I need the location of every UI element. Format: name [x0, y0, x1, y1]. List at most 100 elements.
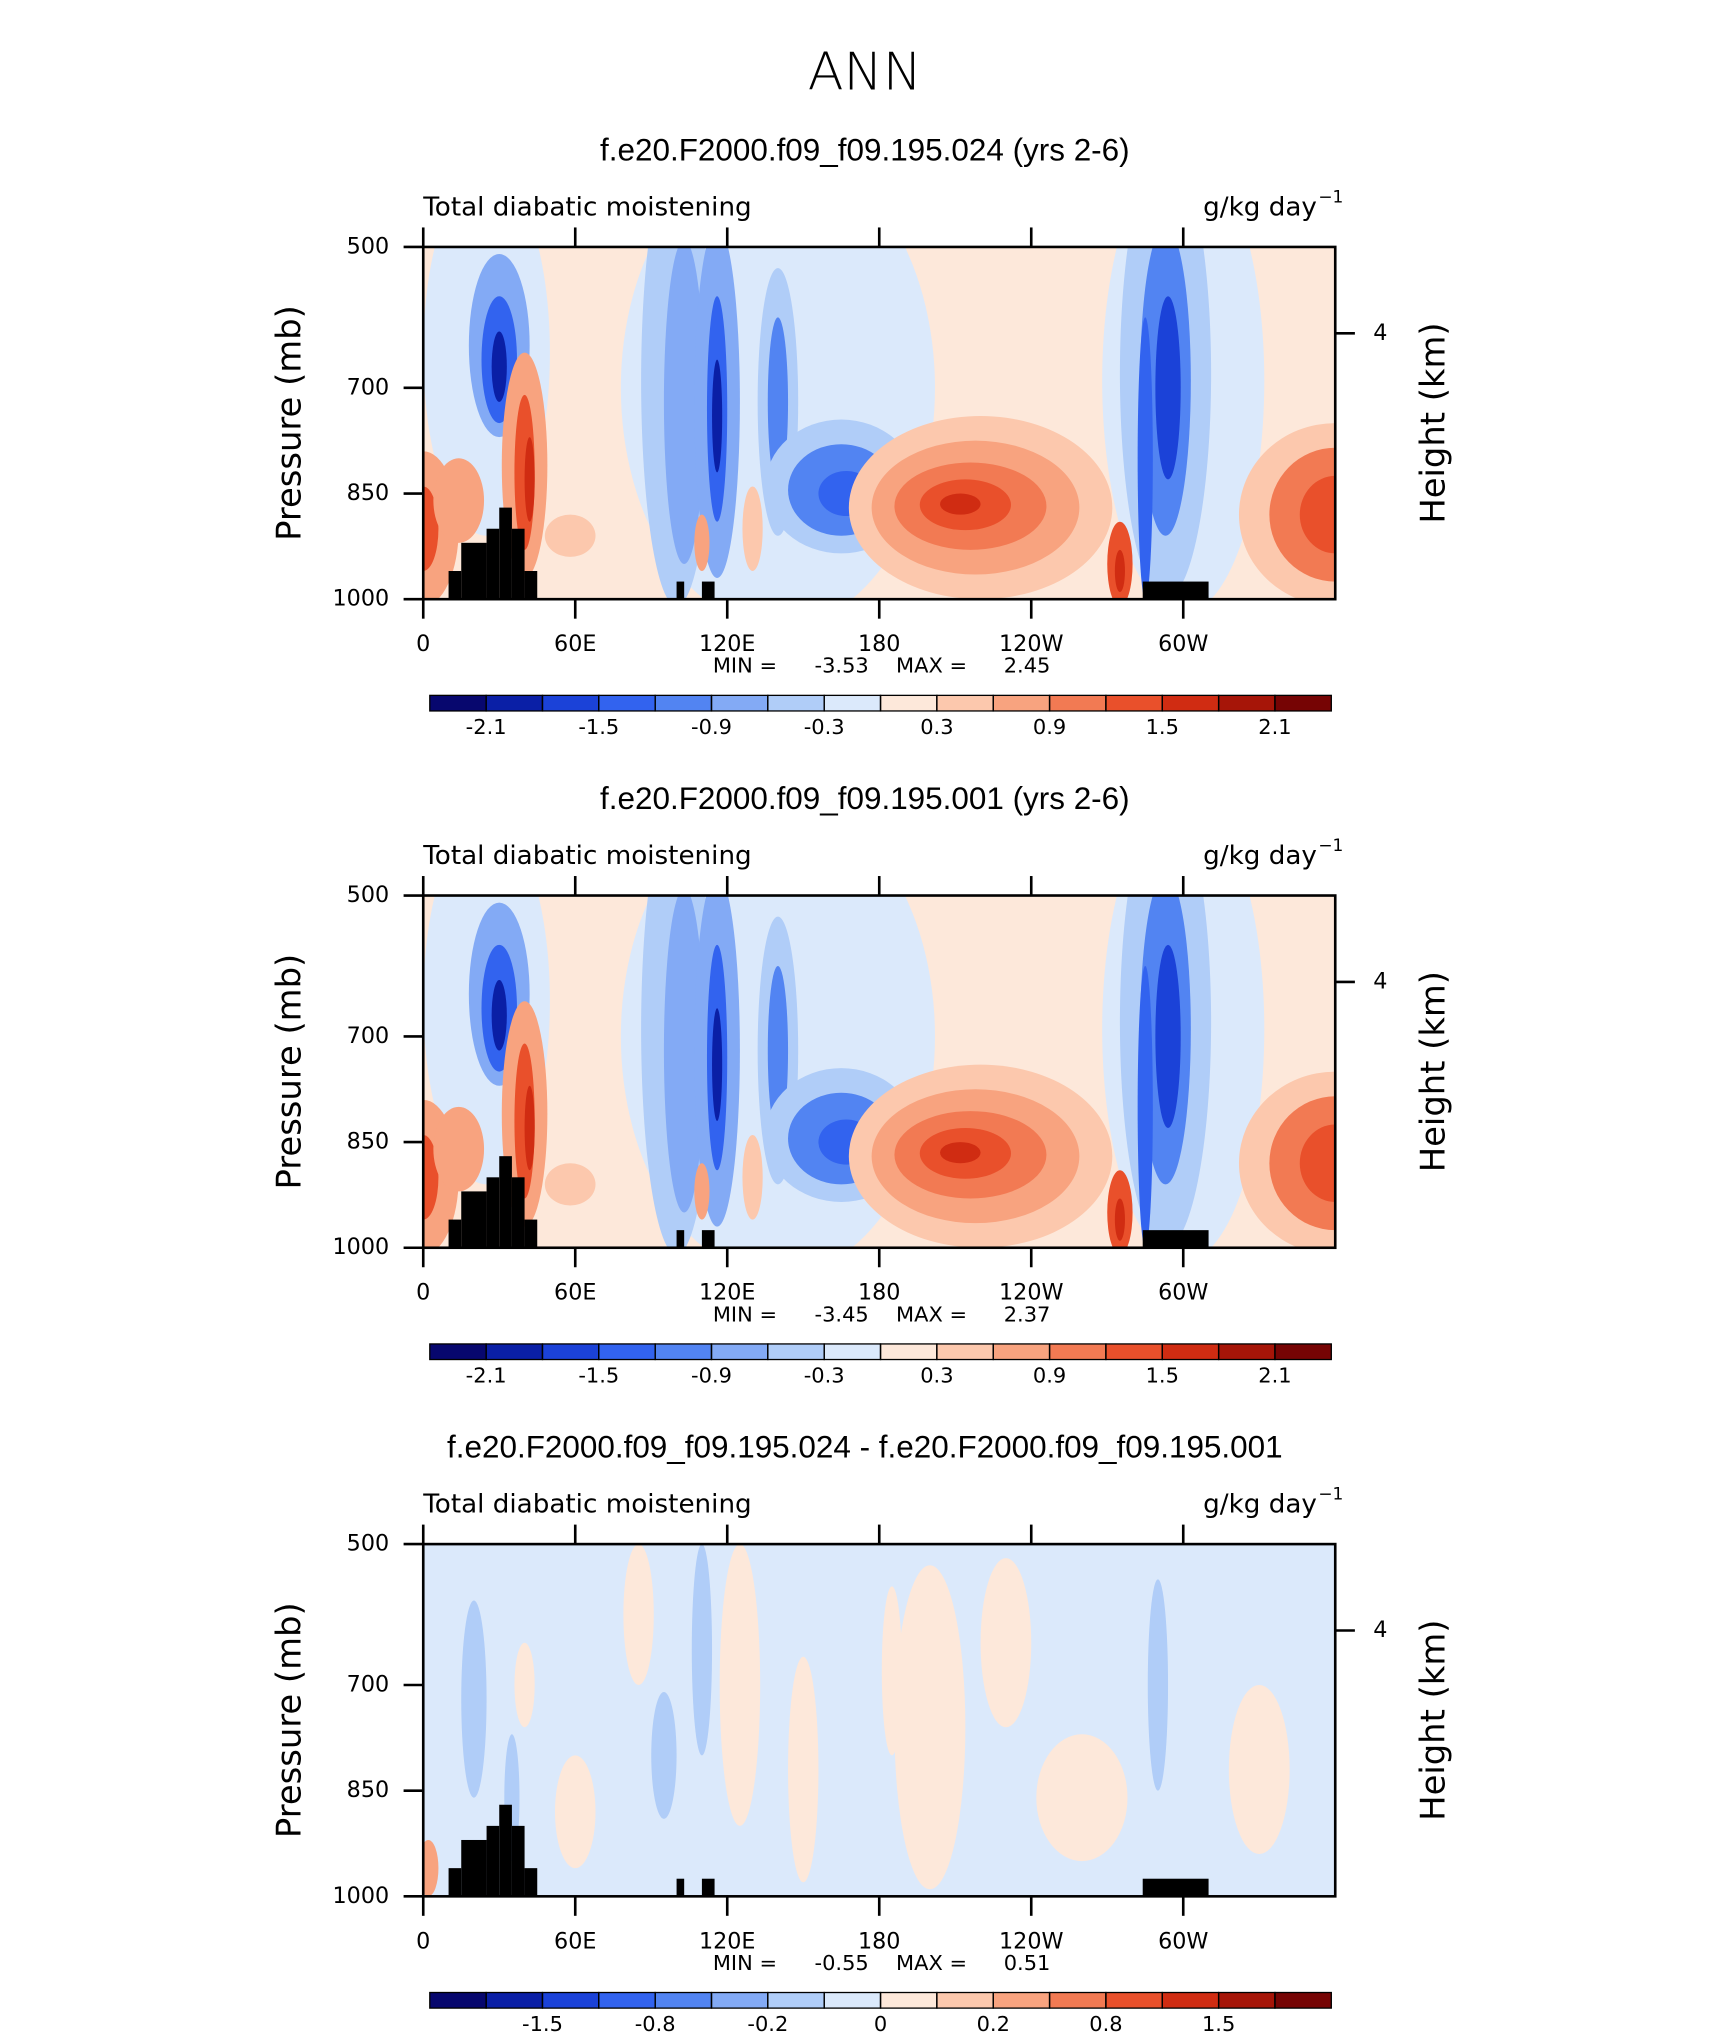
contour-band: [940, 1142, 981, 1164]
x-tick-label: 180: [858, 631, 900, 657]
x-tick-label: 120W: [999, 1280, 1064, 1306]
max-value: 2.45: [1004, 654, 1051, 678]
topography: [701, 1878, 715, 1897]
contour-band: [524, 1085, 535, 1171]
max-value: 0.51: [1004, 1951, 1051, 1975]
colorbar-box: [767, 1991, 825, 2009]
colorbar-box: [936, 1991, 994, 2009]
colorbar-box: [598, 1991, 656, 2009]
y2-axis-label: Height (km): [1414, 322, 1453, 523]
x-tick-label: 120E: [699, 1280, 756, 1306]
y-tick-label: 850: [347, 1129, 389, 1155]
panel-title: f.e20.F2000.f09_f09.195.024 (yrs 2-6): [600, 132, 1130, 167]
y2-tick-label: 4: [1373, 320, 1387, 346]
contour-band: [980, 1558, 1032, 1728]
topography: [1142, 1230, 1209, 1248]
contour-band: [1137, 965, 1153, 1248]
topography: [499, 507, 512, 600]
contour-band: [461, 1600, 487, 1798]
contour-band: [894, 1565, 966, 1890]
contour-band: [623, 1544, 654, 1685]
colorbar-tick-label: 0.3: [920, 715, 953, 739]
x-tick-label: 180: [858, 1280, 900, 1306]
min-label: MIN =: [713, 1302, 777, 1326]
max-label: MAX =: [896, 1302, 967, 1326]
colorbar-box: [429, 1343, 487, 1361]
contour-band: [1114, 1198, 1125, 1241]
colorbar-box: [654, 1343, 713, 1361]
contour-band: [554, 1755, 596, 1869]
max-label: MAX =: [896, 1951, 967, 1975]
y-tick-label: 1000: [333, 1883, 390, 1909]
units: g/kg day: [1203, 193, 1317, 223]
contour-band: [544, 514, 596, 557]
colorbar-box: [541, 1343, 600, 1361]
y-tick-label: 700: [347, 1672, 389, 1698]
topography: [1142, 581, 1209, 600]
x-tick-label: 60W: [1158, 1928, 1208, 1954]
y-tick-label: 500: [347, 234, 389, 260]
colorbar-tick-label: -1.5: [522, 2012, 563, 2036]
panel-subtitle: Total diabatic moistening: [422, 1490, 751, 1520]
units: g/kg day: [1203, 1490, 1317, 1520]
y-tick-label: 700: [347, 374, 389, 400]
colorbar-tick-label: -0.2: [747, 2012, 788, 2036]
x-tick-label: 0: [416, 631, 430, 657]
contour-band: [1036, 1734, 1128, 1862]
topography: [676, 1878, 685, 1897]
contour-band: [694, 514, 710, 572]
contour-band: [1299, 1124, 1336, 1202]
x-tick-label: 60W: [1158, 631, 1208, 657]
contour-field: [423, 895, 1336, 1248]
panel-subtitle: Total diabatic moistening: [422, 841, 751, 871]
colorbar-tick-label: 0: [874, 2012, 887, 2036]
max-label: MAX =: [896, 654, 967, 678]
colorbar-box: [598, 1343, 656, 1361]
contour-band: [1155, 296, 1181, 480]
contour-band: [423, 1839, 439, 1897]
colorbar-box: [1048, 1991, 1107, 2009]
colorbar-box: [1274, 1343, 1332, 1361]
contour-band: [1147, 1579, 1169, 1791]
y-tick-label: 850: [347, 1777, 389, 1803]
topography: [524, 1219, 538, 1248]
min-value: -3.53: [815, 654, 869, 678]
contour-field: [423, 1544, 1336, 1897]
colorbar-box: [1048, 1343, 1107, 1361]
colorbar-tick-label: -0.8: [635, 2012, 676, 2036]
colorbar-box: [936, 694, 994, 712]
contour-band: [491, 980, 507, 1051]
colorbar-box: [485, 694, 544, 712]
topography: [701, 581, 715, 600]
colorbar-box: [710, 694, 769, 712]
y2-axis-label: Height (km): [1414, 971, 1453, 1172]
topography: [486, 1177, 500, 1248]
colorbar-box: [654, 694, 713, 712]
contour-band: [694, 1163, 710, 1220]
colorbar-box: [654, 1991, 713, 2009]
y2-axis-label: Height (km): [1414, 1620, 1453, 1821]
topography: [461, 542, 487, 600]
y-tick-label: 500: [347, 1531, 389, 1557]
topography: [676, 581, 685, 600]
contour-band: [663, 895, 705, 1213]
contour-band: [433, 1106, 485, 1192]
colorbar-tick-label: -1.5: [578, 715, 619, 739]
colorbar-box: [1105, 694, 1163, 712]
contour-band: [712, 1008, 723, 1121]
contour-band: [651, 1692, 677, 1819]
colorbar-box: [879, 1343, 938, 1361]
topography: [499, 1804, 512, 1897]
topography: [448, 1219, 462, 1248]
colorbar-box: [485, 1991, 544, 2009]
colorbar-tick-label: 0.3: [920, 1363, 953, 1387]
x-tick-label: 60E: [554, 1928, 596, 1954]
contour-band: [1299, 475, 1336, 554]
colorbar-box: [992, 1991, 1051, 2009]
colorbar-tick-label: -2.1: [466, 1363, 507, 1387]
topography: [461, 1191, 487, 1248]
colorbar-box: [1217, 1991, 1276, 2009]
colorbar-box: [1161, 694, 1220, 712]
contour-band: [1137, 317, 1153, 600]
topography: [461, 1839, 487, 1897]
